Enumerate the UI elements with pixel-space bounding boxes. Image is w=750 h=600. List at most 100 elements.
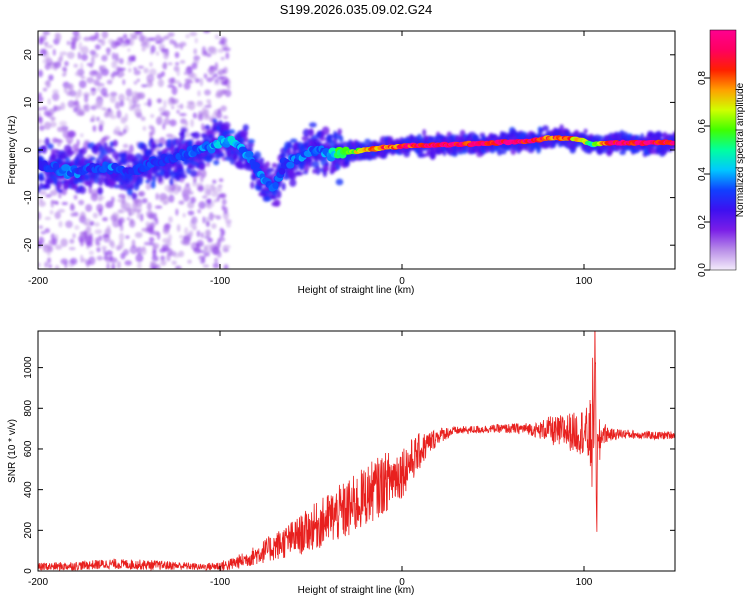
noise-blob <box>213 199 218 203</box>
noise-blob <box>143 67 149 74</box>
ridge-halo <box>271 162 278 168</box>
noise-blob <box>124 260 132 266</box>
noise-blob <box>72 143 79 152</box>
noise-blob <box>194 78 200 83</box>
noise-blob <box>169 119 177 127</box>
noise-blob <box>52 237 58 246</box>
noise-blob <box>58 220 63 228</box>
ridge-halo <box>335 178 344 186</box>
noise-blob <box>186 100 195 105</box>
noise-blob <box>140 116 146 121</box>
noise-blob <box>121 202 127 207</box>
noise-blob <box>38 107 43 111</box>
noise-blob <box>44 63 51 70</box>
snr-y-tick-label: 1000 <box>23 356 34 379</box>
noise-blob <box>101 31 109 39</box>
noise-blob <box>196 101 204 107</box>
ridge-core <box>245 150 254 158</box>
snr-y-tick-label: 800 <box>23 400 34 417</box>
ridge-halo <box>79 186 87 195</box>
noise-blob <box>42 244 50 248</box>
ridge-core <box>669 140 675 146</box>
ridge-halo <box>319 136 326 142</box>
noise-blob <box>38 200 46 207</box>
ridge-halo <box>500 148 507 155</box>
noise-blob <box>167 62 173 66</box>
noise-blob <box>197 209 202 214</box>
noise-blob <box>49 209 54 215</box>
noise-blob <box>166 254 171 262</box>
colorbar-gradient <box>709 29 737 271</box>
noise-blob <box>110 73 116 78</box>
noise-blob <box>103 234 111 243</box>
ridge-halo <box>268 167 275 173</box>
ridge-halo <box>147 173 154 182</box>
noise-blob <box>155 217 159 225</box>
noise-blob <box>133 209 142 213</box>
noise-blob <box>97 82 105 87</box>
noise-blob <box>221 198 227 206</box>
noise-blob <box>160 112 167 116</box>
ridge-halo <box>364 138 371 144</box>
noise-blob <box>163 118 171 125</box>
noise-blob <box>150 45 156 54</box>
noise-blob <box>63 85 68 94</box>
ridge-halo <box>259 157 265 164</box>
noise-blob <box>137 262 142 269</box>
ridge-halo <box>204 124 211 130</box>
spectrogram-y-tick-label: -10 <box>23 190 34 205</box>
noise-blob <box>133 67 137 71</box>
noise-blob <box>109 257 118 264</box>
noise-blob <box>110 214 118 222</box>
noise-blob <box>173 80 181 84</box>
noise-blob <box>158 137 166 145</box>
ridge-halo <box>129 180 135 189</box>
noise-blob <box>101 136 108 142</box>
noise-blob <box>74 225 80 230</box>
noise-blob <box>98 124 104 132</box>
noise-blob <box>167 32 175 37</box>
noise-blob <box>90 56 95 66</box>
noise-blob <box>53 61 62 69</box>
noise-blob <box>198 110 203 119</box>
noise-blob <box>101 54 108 62</box>
noise-blob <box>149 68 157 76</box>
noise-blob <box>48 108 55 116</box>
ridge-halo <box>240 129 249 138</box>
noise-blob <box>67 100 76 108</box>
noise-blob <box>198 250 205 254</box>
ridge-halo <box>177 163 183 169</box>
ridge-halo <box>419 153 427 158</box>
noise-blob <box>203 31 211 34</box>
ridge-halo <box>44 137 50 146</box>
noise-blob <box>46 44 54 49</box>
noise-blob <box>61 201 68 206</box>
noise-blob <box>179 60 186 64</box>
ridge-halo <box>217 152 225 158</box>
noise-blob <box>129 218 134 225</box>
noise-blob <box>125 96 130 101</box>
noise-blob <box>107 107 112 112</box>
noise-blob <box>135 253 144 263</box>
noise-blob <box>55 244 63 250</box>
noise-blob <box>188 230 194 237</box>
noise-blob <box>105 250 113 256</box>
noise-blob <box>69 257 78 265</box>
noise-blob <box>201 107 207 115</box>
snr-x-tick-label: 100 <box>576 577 593 588</box>
noise-blob <box>187 80 194 84</box>
noise-blob <box>156 264 161 269</box>
noise-blob <box>193 222 197 230</box>
colorbar-label: Normalized spectral amplitude <box>735 82 746 217</box>
noise-blob <box>203 245 208 253</box>
spectrogram-x-label: Height of straight line (km) <box>298 285 415 296</box>
noise-blob <box>152 260 156 268</box>
noise-blob <box>203 114 211 120</box>
noise-blob <box>80 254 84 263</box>
noise-blob <box>38 69 43 78</box>
noise-blob <box>191 216 198 225</box>
ridge-halo <box>103 142 108 150</box>
noise-blob <box>119 100 125 107</box>
spectrogram-y-tick-label: 10 <box>23 96 34 108</box>
ridge-halo <box>93 174 100 184</box>
